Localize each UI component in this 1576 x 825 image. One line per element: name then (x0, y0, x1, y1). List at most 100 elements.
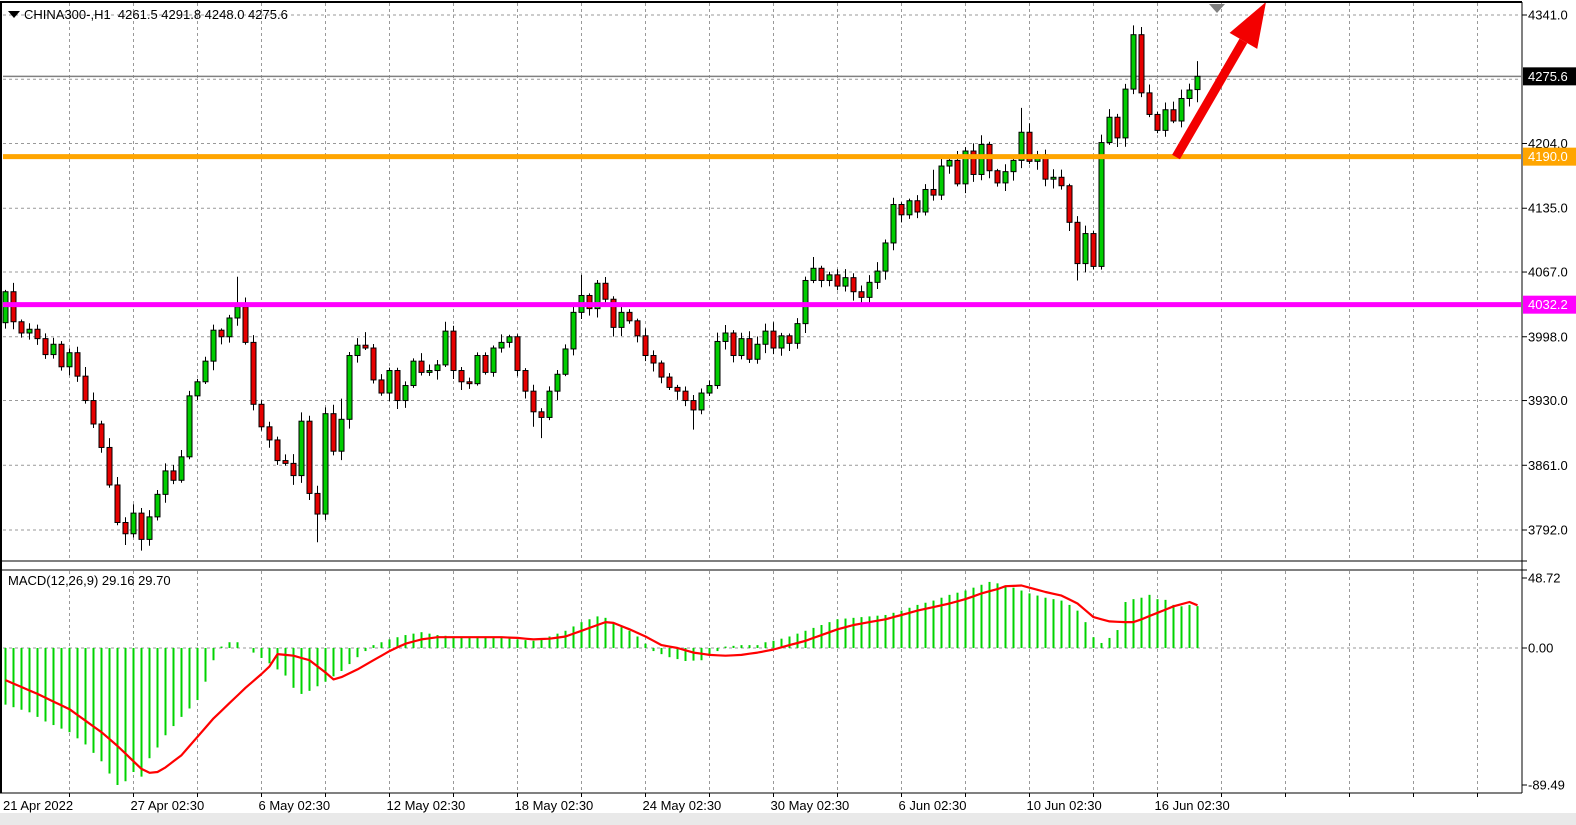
price-axis-label: 3998.0 (1528, 329, 1568, 344)
candle-bullish (1098, 142, 1105, 267)
candle-bearish (1066, 185, 1073, 223)
candle-bullish (554, 373, 561, 392)
candle-bearish (818, 267, 825, 281)
candle-bullish (50, 343, 57, 356)
candle-bullish (962, 150, 969, 185)
trend-arrow-head[interactable] (1229, 2, 1266, 49)
candle-bearish (482, 355, 489, 373)
level-price-label-box (1523, 295, 1576, 314)
candle-bearish (586, 294, 593, 310)
candle-bearish (122, 521, 129, 535)
time-axis-label: 27 Apr 02:30 (131, 798, 205, 813)
candle-bullish (842, 277, 849, 287)
time-axis-label: 24 May 02:30 (643, 798, 722, 813)
chart-header-ohlc: CHINA300-,H1 4261.5 4291.8 4248.0 4275.6 (24, 7, 288, 22)
candle-bullish (506, 336, 513, 343)
candle-bullish (618, 311, 625, 328)
candle-bullish (906, 200, 913, 216)
candle-bearish (1146, 92, 1153, 115)
candle-bearish (602, 282, 609, 300)
candle-bullish (890, 203, 897, 244)
candle-bullish (66, 352, 73, 368)
time-axis-label: 12 May 02:30 (387, 798, 466, 813)
candle-bearish (290, 462, 297, 477)
candle-bullish (714, 340, 721, 387)
candle-bullish (490, 347, 497, 373)
candle-bullish (338, 418, 345, 452)
candle-bullish (226, 317, 233, 338)
candle-bearish (274, 439, 281, 462)
level-price-label: 4190.0 (1528, 149, 1568, 164)
candle-bearish (1026, 131, 1033, 162)
price-axis-label: 3792.0 (1528, 523, 1568, 538)
candle-bullish (1122, 88, 1129, 139)
candle-bearish (330, 413, 337, 452)
candle-bullish (298, 420, 305, 477)
candle-bullish (154, 493, 161, 518)
candle-bearish (458, 370, 465, 383)
candle-bullish (754, 343, 761, 360)
candle-bullish (1186, 89, 1193, 99)
candle-bullish (386, 370, 393, 394)
time-axis-label: 6 Jun 02:30 (899, 798, 967, 813)
candle-bearish (858, 291, 865, 298)
candle-bullish (882, 242, 889, 272)
candle-bullish (346, 355, 353, 420)
candle-bearish (898, 203, 905, 216)
candle-bearish (74, 352, 81, 377)
level-price-label-box (1523, 147, 1576, 166)
candle-bullish (354, 344, 361, 357)
candle-bearish (258, 403, 265, 428)
candle-bearish (362, 344, 369, 349)
candle-bearish (1058, 176, 1065, 187)
candle-bearish (170, 470, 177, 481)
candle-bullish (810, 267, 817, 281)
candle-bullish (1050, 176, 1057, 180)
candle-bearish (682, 390, 689, 402)
candle-bearish (466, 381, 473, 385)
candle-bearish (658, 362, 665, 378)
candle-bearish (242, 306, 249, 343)
candle-bullish (570, 311, 577, 350)
candle-bullish (474, 355, 481, 385)
oneclick-trading-toggle-icon[interactable] (8, 11, 20, 18)
candle-bullish (26, 328, 33, 334)
time-axis-label: 30 May 02:30 (771, 798, 850, 813)
candle-bearish (306, 420, 313, 494)
candle-bullish (562, 348, 569, 375)
price-axis-label: 4204.0 (1528, 136, 1568, 151)
macd-axis-label: -89.49 (1528, 778, 1565, 793)
candle-bearish (370, 347, 377, 381)
candle-bullish (402, 385, 409, 402)
candle-bullish (1106, 116, 1113, 144)
candle-bullish (2, 291, 9, 324)
candle-bullish (802, 279, 809, 325)
candle-bullish (922, 188, 929, 213)
candle-bearish (90, 400, 97, 425)
candle-bearish (394, 370, 401, 402)
candle-bullish (1178, 97, 1185, 122)
candle-bullish (722, 332, 729, 342)
candle-bearish (626, 311, 633, 322)
candle-bearish (522, 370, 529, 392)
candle-bearish (58, 343, 65, 368)
candle-bullish (194, 381, 201, 397)
candle-bearish (218, 329, 225, 338)
candle-bullish (594, 282, 601, 310)
candle-bearish (650, 355, 657, 364)
candle-bearish (282, 460, 289, 464)
candle-bearish (82, 375, 89, 402)
macd-signal-line (5, 584, 1198, 774)
candle-bullish (866, 281, 873, 298)
candle-bullish (410, 360, 417, 387)
candle-bullish (178, 456, 185, 481)
candle-bullish (210, 329, 217, 362)
chart-shift-marker-icon[interactable] (1209, 4, 1225, 13)
candle-bearish (106, 446, 113, 486)
candle-bearish (34, 328, 41, 340)
candle-bearish (850, 277, 857, 293)
candle-bearish (114, 484, 121, 523)
trend-arrow-shaft[interactable] (1172, 38, 1248, 160)
